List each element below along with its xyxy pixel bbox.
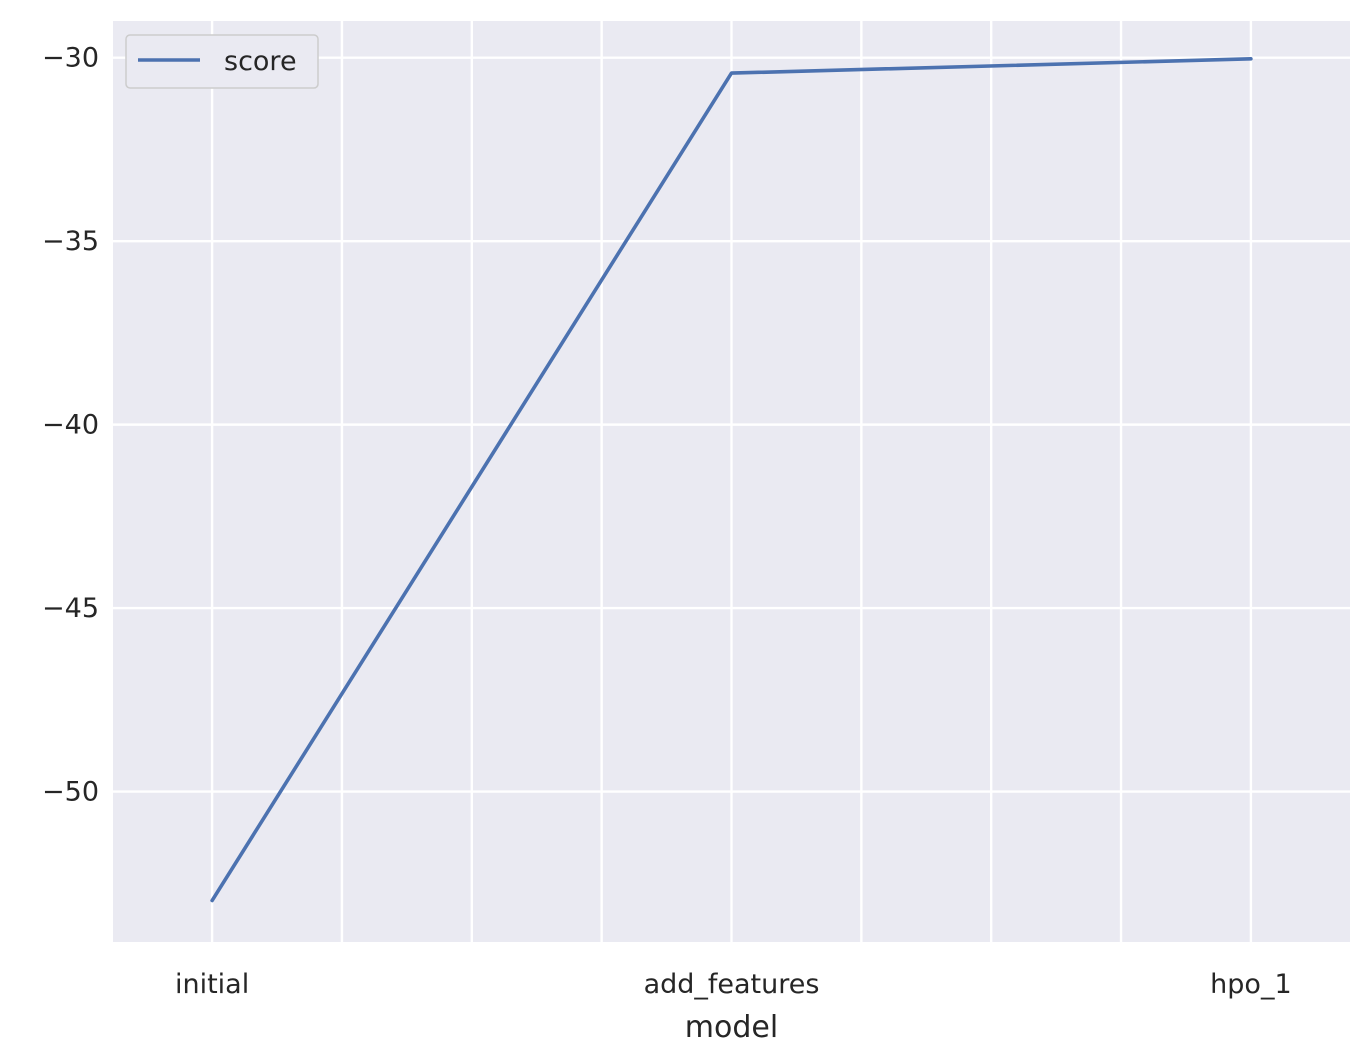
x-tick-label: hpo_1 <box>1210 969 1291 1000</box>
y-tick-label: −50 <box>42 777 99 808</box>
x-tick-label: add_features <box>644 969 820 1000</box>
legend-box <box>125 34 319 89</box>
series-layer <box>210 56 1253 903</box>
y-tick-label: −35 <box>42 226 99 257</box>
x-tick-label: initial <box>175 969 249 1000</box>
y-tick-labels: −30 −35 −40 −45 −50 <box>42 43 99 808</box>
grid-lines <box>113 21 1350 942</box>
y-tick-label: −45 <box>42 593 99 624</box>
x-axis-title: model <box>685 1010 778 1045</box>
series-line-score <box>210 56 1253 903</box>
legend: score <box>125 34 319 89</box>
legend-label-score: score <box>224 46 297 77</box>
y-tick-label: −40 <box>42 410 99 441</box>
x-tick-labels: initial add_features hpo_1 <box>175 969 1292 1000</box>
y-tick-label: −30 <box>42 43 99 74</box>
